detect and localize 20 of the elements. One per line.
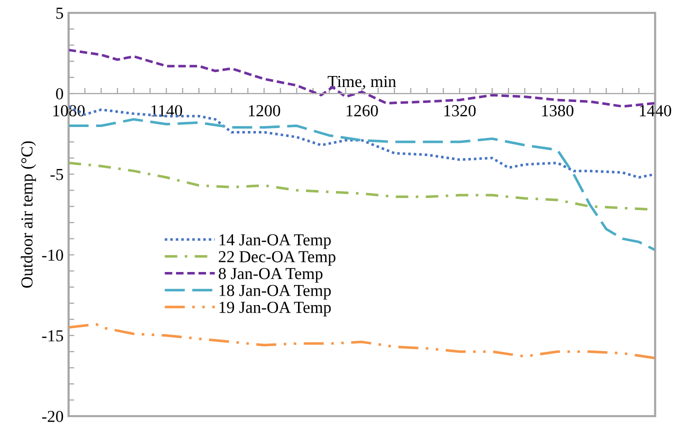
legend-label: 18 Jan-OA Temp [220, 284, 331, 300]
x-tick-label: 1200 [248, 105, 280, 116]
x-tick-label: 1380 [542, 105, 574, 116]
x-axis-title: Time, min [328, 76, 396, 90]
legend-label: 14 Jan-OA Temp [220, 234, 331, 249]
x-tick-label: 1320 [444, 105, 476, 116]
y-tick-label: 5 [56, 8, 64, 19]
x-tick-label: 1440 [640, 105, 672, 116]
legend-label: 8 Jan-OA Temp [218, 268, 322, 283]
y-tick-label: -15 [42, 330, 64, 342]
y-tick-label: -10 [42, 250, 64, 261]
x-tick-label: 1260 [346, 105, 378, 116]
legend-label: 22 Dec-OA Temp [218, 251, 336, 266]
y-axis-title: Outdoor air temp (°C) [20, 141, 36, 288]
legend-label: 19 Jan-OA Temp [220, 302, 331, 316]
y-tick-label: -20 [42, 410, 64, 422]
y-tick-label: -5 [50, 169, 64, 180]
line-series [68, 118, 656, 252]
y-tick-label: 0 [56, 88, 64, 100]
line-series [68, 322, 656, 360]
